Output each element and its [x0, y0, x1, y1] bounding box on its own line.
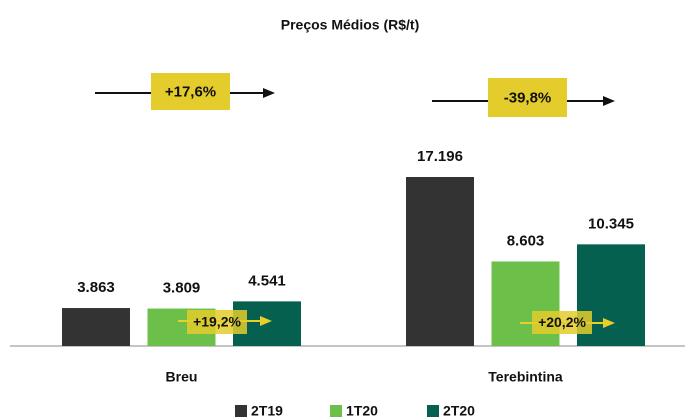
annotation-text: +17,6%: [165, 83, 216, 100]
annotation-text: +20,2%: [538, 314, 586, 330]
arrow-head: [603, 318, 615, 328]
annotation-text: -39,8%: [504, 89, 552, 106]
bar: [406, 177, 474, 346]
arrow-head: [260, 316, 272, 326]
annotation-box: [151, 73, 230, 110]
value-label: 17.196: [417, 148, 463, 165]
legend-label: 2T19: [251, 403, 283, 419]
arrow-head: [263, 88, 275, 98]
annotation-box: [488, 78, 567, 117]
legend-swatch: [235, 405, 247, 417]
annotation-box: [187, 310, 247, 334]
category-label: Breu: [166, 369, 198, 385]
legend-label: 1T20: [346, 403, 378, 419]
value-label: 3.863: [77, 279, 115, 296]
chart-title: Preços Médios (R$/t): [281, 17, 419, 33]
legend-swatch: [427, 405, 439, 417]
annotation-text: +19,2%: [193, 314, 241, 330]
category-label: Terebintina: [488, 369, 563, 385]
value-label: 3.809: [163, 280, 201, 297]
legend-label: 2T20: [443, 403, 475, 419]
value-label: 8.603: [507, 232, 545, 249]
annotation-box: [532, 311, 592, 334]
bar: [62, 308, 130, 346]
value-label: 4.541: [248, 272, 286, 289]
arrow-head: [603, 96, 615, 106]
legend-swatch: [330, 405, 342, 417]
value-label: 10.345: [588, 215, 634, 232]
